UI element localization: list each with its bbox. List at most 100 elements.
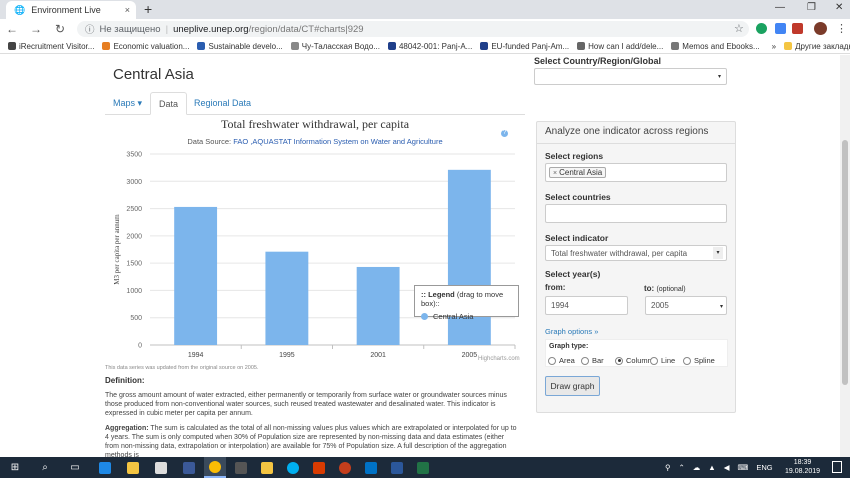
url-separator: | [165, 23, 169, 35]
extension-grammarly-icon[interactable] [756, 23, 767, 34]
language-indicator[interactable]: ENG [756, 463, 773, 472]
other-bookmarks[interactable]: Другие закладки [784, 42, 850, 51]
excel-icon[interactable] [412, 457, 434, 478]
bar [356, 266, 400, 345]
radio-line[interactable]: Line [650, 356, 675, 365]
facebook-icon[interactable] [178, 457, 200, 478]
chrome-icon[interactable] [204, 457, 226, 478]
globe-icon: 🌐 [14, 4, 26, 15]
info-icon[interactable]: ⓘ [85, 25, 95, 36]
bookmark-item[interactable]: Memos and Ebooks... [671, 42, 760, 51]
countries-input[interactable] [545, 204, 727, 223]
bookmark-icon [577, 42, 586, 50]
skype-icon[interactable] [282, 457, 304, 478]
bookmarks-more-icon[interactable]: » [771, 41, 777, 51]
bookmark-item[interactable]: iRecruitment Visitor... [8, 42, 94, 51]
bookmark-item[interactable]: EU-funded Panj-Am... [480, 42, 569, 51]
taskbar: ⊞ ⌕ ▭ [0, 457, 850, 478]
bookmark-item[interactable]: How can I add/dele... [577, 42, 663, 51]
tab-data[interactable]: Data [150, 92, 188, 115]
bookmark-item[interactable]: 48042-001: Panj-A... [387, 42, 472, 51]
legend-item[interactable]: Central Asia [421, 312, 512, 321]
chevron-down-icon: ▾ [719, 304, 723, 310]
chart-source-link[interactable]: FAO ,AQUASTAT Information System on Wate… [233, 137, 443, 146]
star-icon[interactable]: ☆ [734, 23, 744, 35]
browser-tab[interactable]: 🌐 Environment Live × [6, 1, 136, 19]
clock-time: 18:39 [793, 459, 812, 466]
bar [265, 251, 309, 345]
legend-title: :: Legend [421, 290, 455, 299]
to-year-select[interactable]: 2005 ▾ [645, 296, 727, 315]
bookmark-icon [290, 42, 299, 50]
y-tick-label: 2500 [126, 206, 142, 213]
menu-icon[interactable]: ⋮ [836, 23, 847, 35]
bar [174, 206, 218, 345]
years-label: Select year(s) [545, 269, 601, 279]
region-chip[interactable]: × Central Asia [549, 167, 607, 178]
extension-icon[interactable] [775, 23, 786, 34]
network-icon[interactable]: ▲ [708, 463, 716, 472]
tab-maps[interactable]: Maps ▾ [113, 98, 143, 108]
back-icon[interactable]: ← [6, 22, 18, 36]
chart-legend[interactable]: :: Legend (drag to move box):: Central A… [414, 285, 519, 321]
bookmark-item[interactable]: Sustainable develo... [197, 42, 283, 51]
keyboard-icon[interactable]: ⌨ [737, 463, 749, 472]
photos-icon[interactable] [230, 457, 252, 478]
bookmark-icon [197, 42, 206, 50]
minimize-icon[interactable]: — [775, 2, 785, 13]
notifications-icon[interactable] [832, 461, 842, 473]
x-tick-label: 2001 [370, 352, 386, 359]
panel-title: Analyze one indicator across regions [545, 126, 709, 137]
volume-icon[interactable]: ◀ [723, 463, 730, 472]
folder-icon[interactable] [256, 457, 278, 478]
aggregation-text: The sum is calculated as the total of al… [105, 425, 517, 457]
outlook-icon[interactable] [360, 457, 382, 478]
radio-circle [548, 356, 556, 365]
office-icon[interactable] [308, 457, 330, 478]
task-view-icon[interactable]: ▭ [70, 462, 80, 473]
definition-heading: Definition: [105, 376, 145, 385]
search-icon[interactable]: ⌕ [42, 462, 48, 473]
bookmark-item[interactable]: Чу-Таласская Водо... [290, 42, 380, 51]
graph-options-link[interactable]: Graph options » [545, 327, 599, 336]
bookmark-item[interactable]: Economic valuation... [102, 42, 189, 51]
radio-area[interactable]: Area [548, 356, 575, 365]
tab-regional-data[interactable]: Regional Data [194, 98, 252, 108]
powerpoint-icon[interactable] [334, 457, 356, 478]
edge-icon[interactable] [94, 457, 116, 478]
avatar[interactable] [814, 22, 827, 35]
draw-graph-button[interactable]: Draw graph [545, 376, 600, 396]
address-bar[interactable]: ⓘ Не защищено | uneplive.unep.org/region… [77, 21, 749, 37]
security-label: Не защищено [99, 23, 161, 35]
clock[interactable]: 18:39 19.08.2019 [785, 458, 820, 476]
chip-remove-icon[interactable]: × [553, 170, 558, 177]
tab-close-icon[interactable]: × [124, 5, 130, 15]
tray-overflow-icon[interactable]: ⌃ [678, 463, 685, 472]
radio-bar[interactable]: Bar [581, 356, 604, 365]
radio-circle-selected [615, 356, 623, 365]
window-close-icon[interactable]: ✕ [835, 2, 844, 13]
new-tab-button[interactable]: + [144, 1, 153, 17]
radio-spline[interactable]: Spline [683, 356, 715, 365]
scrollbar-thumb[interactable] [842, 140, 848, 385]
cloud-icon[interactable]: ☁ [692, 463, 701, 472]
word-icon[interactable] [386, 457, 408, 478]
store-icon[interactable] [150, 457, 172, 478]
y-axis-label: M3 per capita per annum [113, 214, 121, 285]
aggregation-heading: Aggregation: [105, 425, 149, 432]
y-tick-label: 1000 [126, 288, 142, 295]
radio-column[interactable]: Column [615, 356, 652, 365]
indicator-select[interactable]: Total freshwater withdrawal, per capita … [545, 245, 727, 261]
file-explorer-icon[interactable] [122, 457, 144, 478]
chart-info-icon[interactable]: ? [501, 130, 508, 137]
extension-pdf-icon[interactable] [792, 23, 803, 34]
from-year-input[interactable]: 1994 [545, 296, 628, 315]
regions-input[interactable]: × Central Asia [545, 163, 727, 182]
forward-icon[interactable]: → [30, 22, 42, 36]
reload-icon[interactable]: ↻ [54, 22, 66, 36]
select-country-dropdown[interactable]: ▾ [534, 68, 727, 85]
people-icon[interactable]: ⚲ [665, 463, 671, 472]
start-icon[interactable]: ⊞ [10, 462, 20, 473]
chart-credit[interactable]: Highcharts.com [478, 356, 520, 362]
maximize-icon[interactable]: ❐ [807, 2, 816, 13]
